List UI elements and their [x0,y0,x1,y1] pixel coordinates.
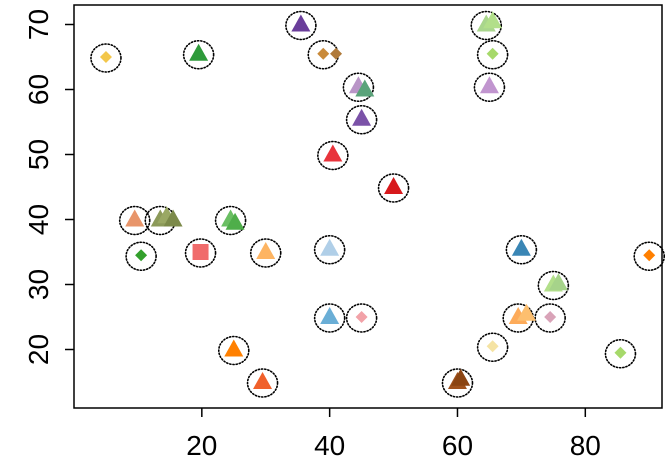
highlight-circle [473,72,506,103]
highlight-circle [90,43,122,73]
x-tick-label: 20 [186,430,217,461]
point-diamond [486,340,499,353]
highlight-circle [249,238,282,268]
x-tick-label: 60 [442,430,473,461]
highlight-circle [118,205,151,236]
highlight-circle [217,335,250,366]
x-tick-label: 40 [314,430,345,461]
highlight-circle [182,39,215,70]
highlight-circle [313,234,346,265]
point-triangle [225,212,245,230]
point-triangle [224,339,244,357]
point-triangle [253,372,273,389]
highlight-circle [317,140,349,171]
y-tick-label: 40 [23,204,54,235]
highlight-circle [441,368,474,398]
circle-annotations [90,10,666,398]
point-diamond [544,311,557,323]
x-axis: 20 40 60 80 [186,408,601,461]
highlight-circle [537,270,570,301]
point-diamond [330,47,343,60]
point-triangle [256,242,276,259]
highlight-circle [604,338,637,369]
point-triangle [125,209,145,227]
y-axis: 20 30 40 50 60 70 [23,9,74,365]
highlight-circle [377,173,410,203]
point-diamond [486,47,499,60]
point-diamond [135,249,148,262]
highlight-circle [476,332,509,363]
y-tick-label: 70 [23,9,54,40]
x-tick-label: 80 [570,430,601,461]
point-triangle [548,273,568,291]
point-triangle [320,307,340,324]
point-diamond [614,346,627,359]
point-diamond [317,47,330,60]
plot-frame [73,4,663,409]
point-triangle [291,14,311,32]
highlight-circle [184,238,217,268]
highlight-circle [246,368,279,398]
data-points [99,11,656,389]
highlight-circle [342,72,375,103]
point-triangle [483,11,503,29]
highlight-circle [534,303,566,333]
point-diamond [355,311,368,323]
point-triangle [451,368,471,386]
point-diamond [643,249,656,262]
point-triangle [517,303,537,321]
highlight-circle [476,39,509,70]
point-triangle [479,76,499,94]
point-diamond [99,51,112,63]
point-triangle [189,43,209,61]
highlight-circle [125,241,157,272]
y-tick-label: 50 [23,139,54,170]
highlight-circle [345,104,378,135]
highlight-circle [345,303,378,333]
point-triangle [320,238,340,256]
point-triangle [163,209,183,227]
highlight-circle [214,205,247,236]
point-triangle [355,79,375,97]
point-triangle [384,177,404,194]
highlight-circle [313,303,346,333]
y-tick-label: 20 [23,334,54,365]
y-tick-label: 30 [23,269,54,300]
point-triangle [352,108,372,126]
point-square [192,244,209,260]
highlight-circle [285,10,317,41]
y-tick-label: 60 [23,74,54,105]
highlight-circle [633,241,666,272]
highlight-circle [505,234,538,265]
point-triangle [323,144,343,162]
point-triangle [511,238,531,256]
highlight-circle [470,10,503,41]
